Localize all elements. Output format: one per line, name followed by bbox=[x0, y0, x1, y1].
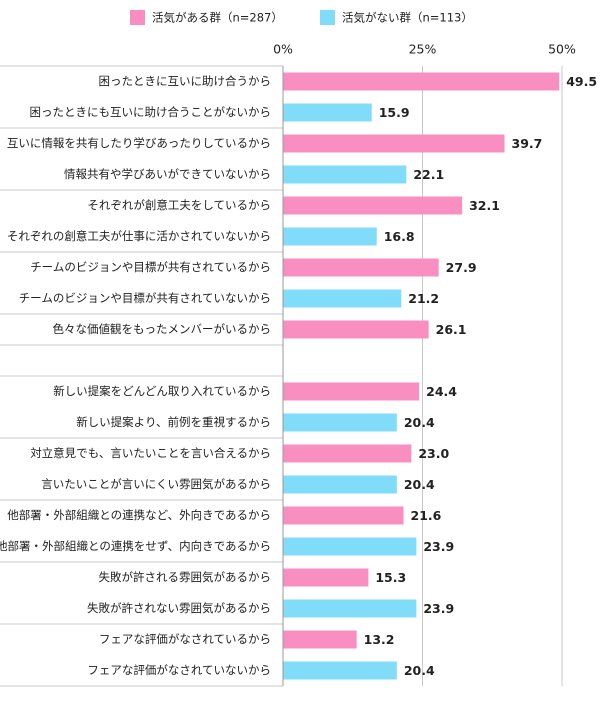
value-label: 23.0 bbox=[418, 446, 449, 461]
bar bbox=[283, 661, 397, 680]
bar bbox=[283, 382, 420, 401]
y-tick-label: 新しい提案より、前例を重視するから bbox=[76, 415, 271, 429]
y-tick-label: チームのビジョンや目標が共有されていないから bbox=[19, 291, 271, 305]
bar bbox=[283, 289, 402, 308]
x-tick-label: 0% bbox=[273, 42, 293, 57]
bar bbox=[283, 134, 505, 153]
y-tick-label: 失敗が許されない雰囲気があるから bbox=[87, 601, 271, 615]
y-tick-label: 対立意見でも、言いたいことを言い合えるから bbox=[30, 446, 271, 460]
value-label: 23.9 bbox=[423, 601, 454, 616]
y-tick-label: 他部署・外部組織との連携など、外向きであるから bbox=[7, 508, 271, 522]
bar bbox=[283, 165, 407, 184]
value-label: 24.4 bbox=[426, 384, 457, 399]
value-label: 15.3 bbox=[375, 570, 406, 585]
legend-swatch bbox=[130, 10, 145, 25]
value-label: 21.2 bbox=[408, 291, 439, 306]
y-tick-label: 情報共有や学びあいができていないから bbox=[64, 167, 271, 181]
bar bbox=[283, 258, 439, 277]
value-label: 15.9 bbox=[379, 105, 410, 120]
y-tick-label: 言いたいことが言いにくい雰囲気があるから bbox=[41, 477, 271, 491]
bar bbox=[283, 320, 429, 339]
legend-label: 活気がない群（n=113） bbox=[342, 11, 473, 25]
bar bbox=[283, 413, 397, 432]
value-label: 39.7 bbox=[512, 136, 543, 151]
legend-label: 活気がある群（n=287） bbox=[152, 11, 283, 25]
y-tick-label: フェアな評価がなされているから bbox=[99, 632, 271, 646]
value-label: 21.6 bbox=[411, 508, 442, 523]
y-tick-label: 困ったときに互いに助け合うから bbox=[99, 74, 272, 88]
bar bbox=[283, 506, 404, 525]
y-tick-label: 互いに情報を共有したり学びあったりしているから bbox=[7, 136, 271, 150]
bar bbox=[283, 103, 372, 122]
y-tick-label: 困ったときにも互いに助け合うことがないから bbox=[30, 105, 272, 119]
value-label: 16.8 bbox=[384, 229, 415, 244]
value-label: 32.1 bbox=[469, 198, 500, 213]
bar bbox=[283, 227, 377, 246]
value-label: 26.1 bbox=[436, 322, 467, 337]
bar bbox=[283, 444, 412, 463]
bar bbox=[283, 196, 463, 215]
value-label: 27.9 bbox=[446, 260, 477, 275]
value-label: 20.4 bbox=[404, 415, 435, 430]
y-tick-label: フェアな評価がなされていないから bbox=[87, 663, 271, 677]
value-label: 20.4 bbox=[404, 663, 435, 678]
value-label: 23.9 bbox=[423, 539, 454, 554]
bar bbox=[283, 599, 417, 618]
value-label: 49.5 bbox=[566, 74, 597, 89]
bar bbox=[283, 537, 417, 556]
y-tick-label: 新しい提案をどんどん取り入れているから bbox=[53, 384, 271, 398]
value-label: 13.2 bbox=[364, 632, 395, 647]
x-tick-label: 25% bbox=[409, 42, 437, 57]
value-label: 22.1 bbox=[413, 167, 444, 182]
x-tick-label: 50% bbox=[548, 42, 576, 57]
value-label: 20.4 bbox=[404, 477, 435, 492]
bar bbox=[283, 630, 357, 649]
y-tick-label: 色々な価値観をもったメンバーがいるから bbox=[53, 322, 272, 336]
legend-swatch bbox=[320, 10, 335, 25]
y-tick-label: それぞれが創意工夫をしているから bbox=[87, 198, 271, 212]
y-tick-label: チームのビジョンや目標が共有されているから bbox=[30, 260, 271, 274]
y-tick-label: 他部署・外部組織との連携をせず、内向きであるから bbox=[0, 539, 271, 553]
bar bbox=[283, 72, 560, 91]
y-tick-label: 失敗が許される雰囲気があるから bbox=[99, 570, 272, 584]
bar bbox=[283, 568, 369, 587]
bar bbox=[283, 475, 397, 494]
y-tick-label: それぞれの創意工夫が仕事に活かされていないから bbox=[7, 229, 271, 243]
